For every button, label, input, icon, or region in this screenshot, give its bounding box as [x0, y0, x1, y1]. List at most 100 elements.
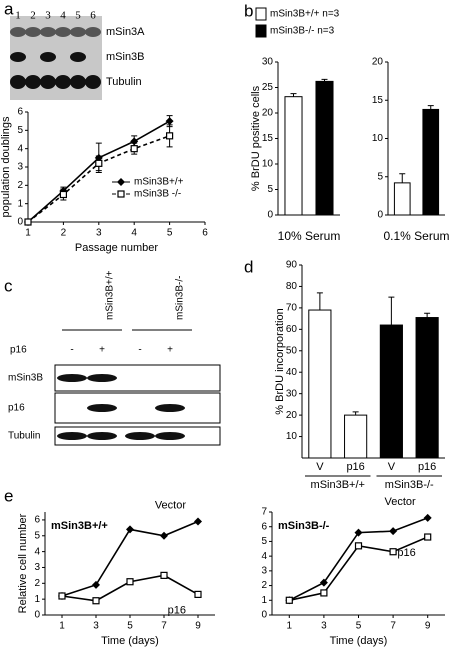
band [155, 432, 185, 440]
panel-label: a [4, 0, 14, 18]
group-label: mSin3B-/- [175, 276, 186, 320]
marker [389, 527, 398, 536]
treatment: + [99, 345, 105, 356]
y-tick-label: 30 [262, 57, 274, 68]
bar [415, 317, 439, 459]
band [87, 404, 117, 412]
row-label: Tubulin [106, 76, 142, 88]
marker [423, 513, 432, 522]
y-tick-label: 15 [372, 95, 384, 106]
x-tick-label: 4 [131, 228, 137, 239]
x-tick-label: 2 [61, 228, 67, 239]
x-tick-label: 6 [202, 228, 208, 239]
y-tick-label: 7 [261, 507, 267, 518]
y-tick-label: 5 [261, 536, 267, 547]
bar [393, 182, 411, 216]
x-axis-label: 0.1% Serum [383, 229, 449, 243]
lane-label: 4 [60, 10, 66, 22]
error-bar [424, 312, 431, 318]
band [85, 75, 101, 89]
band [57, 432, 87, 440]
band [10, 27, 26, 37]
x-tick-label: 7 [161, 621, 167, 632]
y-tick-label: 30 [286, 388, 298, 399]
treatment-label: p16 [10, 345, 27, 356]
annotation: mSin3B+/+ [51, 520, 108, 532]
y-tick-label: 1 [17, 198, 23, 209]
y-tick-label: 80 [286, 281, 298, 292]
y-tick-label: 6 [261, 521, 267, 532]
y-axis-label: Relative cell number [17, 513, 29, 613]
marker [424, 533, 432, 541]
marker [319, 578, 328, 587]
y-tick-label: 2 [261, 580, 267, 591]
y-tick-label: 6 [17, 107, 23, 118]
x-tick-label: 5 [356, 621, 362, 632]
band [70, 27, 86, 37]
lane-label: 5 [75, 10, 81, 22]
marker [160, 571, 168, 579]
x-tick-label: p16 [418, 461, 436, 473]
treatment: + [167, 345, 173, 356]
x-tick-label: 7 [390, 621, 396, 632]
marker [95, 159, 103, 167]
y-tick-label: 10 [262, 159, 274, 170]
x-tick-label: 3 [96, 228, 102, 239]
y-tick-label: 0 [34, 610, 40, 621]
y-tick-label: 5 [267, 184, 273, 195]
series-label: Vector [155, 499, 187, 511]
band [40, 52, 56, 62]
marker [126, 525, 134, 534]
band [10, 52, 26, 62]
error-bar [321, 78, 328, 82]
x-tick-label: 1 [59, 621, 65, 632]
band [87, 432, 117, 440]
treatment: - [70, 345, 73, 356]
bar [422, 108, 440, 216]
y-tick-label: 15 [262, 133, 274, 144]
y-tick-label: 10 [372, 133, 384, 144]
y-tick-label: 6 [34, 515, 40, 526]
y-tick-label: 2 [34, 578, 40, 589]
marker [194, 590, 202, 599]
error-bar [399, 173, 406, 183]
legend-marker [117, 178, 125, 186]
panel-label: b [244, 1, 253, 20]
x-tick-label: 1 [287, 621, 293, 632]
band [70, 52, 86, 62]
marker [59, 190, 68, 199]
y-axis-label: % BrDU incorporation [274, 308, 286, 414]
band [85, 27, 101, 37]
y-tick-label: 4 [17, 143, 23, 154]
x-axis-label: Time (days) [330, 635, 388, 647]
band [40, 27, 56, 37]
bar [379, 324, 403, 459]
marker [160, 531, 168, 540]
bar [284, 96, 303, 216]
lane-label: 2 [30, 10, 36, 22]
panel-label: c [4, 276, 13, 295]
band [25, 75, 41, 89]
group-label: mSin3B+/+ [105, 270, 116, 320]
lane-label: 3 [45, 10, 51, 22]
row-label: mSin3A [106, 26, 145, 38]
band [87, 374, 117, 382]
error-bar [427, 105, 434, 110]
band [125, 432, 155, 440]
legend-label: mSin3B-/- n=3 [270, 26, 335, 37]
row-label: mSin3B [8, 373, 43, 384]
y-tick-label: 0 [261, 610, 267, 621]
y-tick-label: 3 [34, 562, 40, 573]
y-tick-label: 25 [262, 82, 274, 93]
y-tick-label: 20 [372, 57, 384, 68]
y-tick-label: 4 [261, 551, 267, 562]
band [55, 75, 71, 89]
y-axis-label: % BrDU positive cells [250, 85, 262, 191]
band [55, 27, 71, 37]
y-tick-label: 20 [262, 108, 274, 119]
y-tick-label: 20 [286, 410, 298, 421]
y-tick-label: 90 [286, 260, 298, 271]
marker [194, 517, 202, 526]
y-tick-label: 5 [377, 171, 383, 182]
